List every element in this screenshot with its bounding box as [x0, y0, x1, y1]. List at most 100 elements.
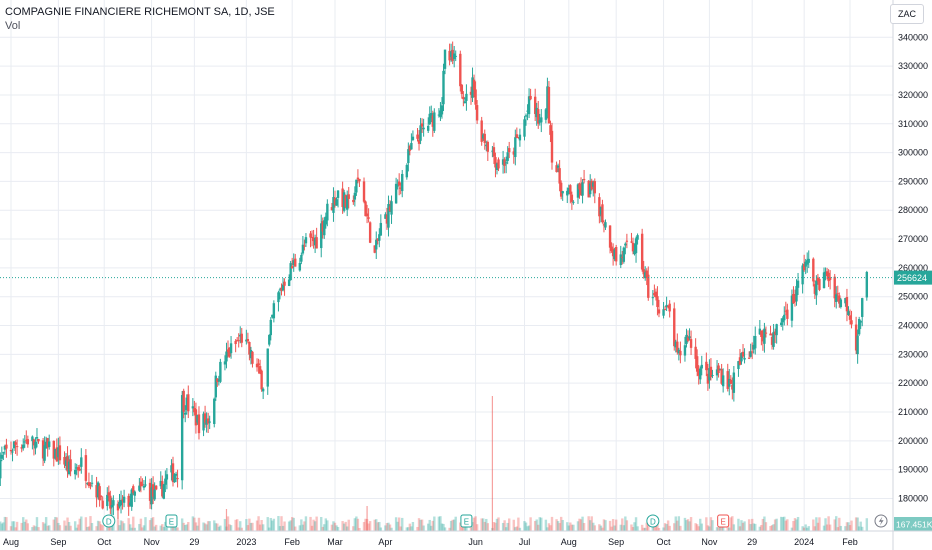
candle-body[interactable] [387, 204, 390, 228]
candle-body[interactable] [430, 112, 433, 119]
volume-bar[interactable] [482, 518, 485, 531]
candle-body[interactable] [569, 185, 572, 195]
candle-body[interactable] [278, 289, 282, 291]
volume-bar[interactable] [439, 516, 442, 531]
candle-body[interactable] [654, 291, 658, 298]
volume-bar[interactable] [323, 524, 326, 531]
candle-body[interactable] [174, 473, 178, 476]
candle-body[interactable] [159, 480, 162, 487]
volume-bar[interactable] [206, 521, 210, 531]
volume-bar[interactable] [99, 524, 103, 531]
volume-bar[interactable] [300, 519, 303, 531]
volume-bar[interactable] [341, 521, 344, 531]
volume-bar[interactable] [717, 527, 720, 531]
candle-body[interactable] [497, 159, 500, 169]
volume-bar[interactable] [26, 523, 30, 531]
volume-bar[interactable] [269, 517, 272, 531]
candle-body[interactable] [347, 194, 350, 199]
volume-bar[interactable] [752, 523, 755, 531]
candle-body[interactable] [14, 442, 17, 445]
candle-body[interactable] [408, 145, 412, 151]
volume-bar[interactable] [129, 524, 132, 531]
volume-bar[interactable] [173, 527, 176, 531]
candle-body[interactable] [535, 107, 538, 118]
candle-body[interactable] [313, 237, 317, 246]
candle-body[interactable] [784, 310, 788, 312]
volume-bar[interactable] [538, 517, 541, 531]
volume-bar[interactable] [162, 526, 166, 531]
candle-body[interactable] [217, 379, 221, 381]
volume-bar[interactable] [795, 519, 798, 531]
candle-body[interactable] [401, 173, 404, 192]
volume-bar[interactable] [688, 521, 691, 531]
volume-bar[interactable] [411, 521, 415, 531]
volume-bar[interactable] [448, 527, 451, 531]
volume-bar[interactable] [508, 518, 511, 531]
candle-body[interactable] [52, 440, 55, 459]
candle-body[interactable] [44, 441, 48, 449]
volume-bar[interactable] [358, 527, 361, 531]
candle-body[interactable] [790, 295, 794, 321]
volume-bar[interactable] [272, 518, 276, 531]
candle-body[interactable] [171, 463, 175, 483]
candle-body[interactable] [689, 339, 693, 348]
volume-bar[interactable] [708, 526, 711, 531]
candle-body[interactable] [335, 199, 338, 206]
candle-body[interactable] [593, 181, 596, 194]
candle-body[interactable] [37, 438, 40, 442]
volume-bar[interactable] [622, 525, 626, 531]
candle-body[interactable] [375, 239, 378, 250]
candle-body[interactable] [321, 221, 324, 232]
candle-body[interactable] [223, 361, 227, 365]
candle-body[interactable] [480, 120, 483, 142]
volume-bar[interactable] [634, 517, 638, 531]
volume-bar[interactable] [240, 527, 243, 531]
candle-body[interactable] [161, 481, 164, 497]
volume-bar[interactable] [610, 526, 613, 531]
volume-bar[interactable] [320, 516, 323, 531]
volume-bar[interactable] [699, 518, 702, 531]
candle-body[interactable] [249, 349, 253, 359]
volume-bar[interactable] [769, 525, 772, 531]
candle-body[interactable] [405, 165, 409, 178]
volume-bar[interactable] [303, 521, 306, 531]
volume-bar[interactable] [292, 517, 295, 531]
volume-bar[interactable] [497, 517, 500, 531]
candle-body[interactable] [80, 457, 83, 467]
candle-body[interactable] [549, 125, 552, 135]
candle-body[interactable] [164, 478, 167, 485]
volume-bar[interactable] [245, 519, 248, 531]
volume-bar[interactable] [394, 517, 398, 531]
volume-bar[interactable] [14, 527, 17, 531]
volume-bar[interactable] [2, 522, 5, 531]
volume-bar[interactable] [420, 519, 424, 531]
candle-body[interactable] [469, 91, 473, 95]
candle-body[interactable] [556, 165, 560, 168]
volume-bar[interactable] [533, 520, 537, 531]
volume-bar[interactable] [486, 523, 490, 531]
volume-bar[interactable] [825, 524, 829, 531]
candle-body[interactable] [332, 197, 335, 213]
candle-body[interactable] [804, 261, 807, 267]
candle-body[interactable] [578, 183, 581, 190]
volume-bar[interactable] [336, 526, 340, 531]
candle-body[interactable] [795, 286, 798, 302]
candle-body[interactable] [770, 336, 774, 345]
volume-bar[interactable] [540, 517, 543, 531]
candle-body[interactable] [154, 485, 158, 490]
volume-bar[interactable] [546, 527, 549, 531]
candle-body[interactable] [533, 96, 537, 115]
volume-bar[interactable] [847, 522, 850, 531]
volume-bar[interactable] [101, 525, 104, 531]
candle-body[interactable] [602, 224, 606, 226]
candle-body[interactable] [165, 474, 169, 480]
volume-bar[interactable] [287, 521, 291, 531]
dividend-marker[interactable] [102, 514, 116, 528]
volume-bar[interactable] [174, 526, 178, 531]
candle-body[interactable] [625, 240, 629, 242]
candle-body[interactable] [865, 271, 869, 298]
candle-body[interactable] [396, 185, 399, 187]
volume-bar[interactable] [570, 524, 574, 531]
candle-body[interactable] [333, 197, 337, 205]
